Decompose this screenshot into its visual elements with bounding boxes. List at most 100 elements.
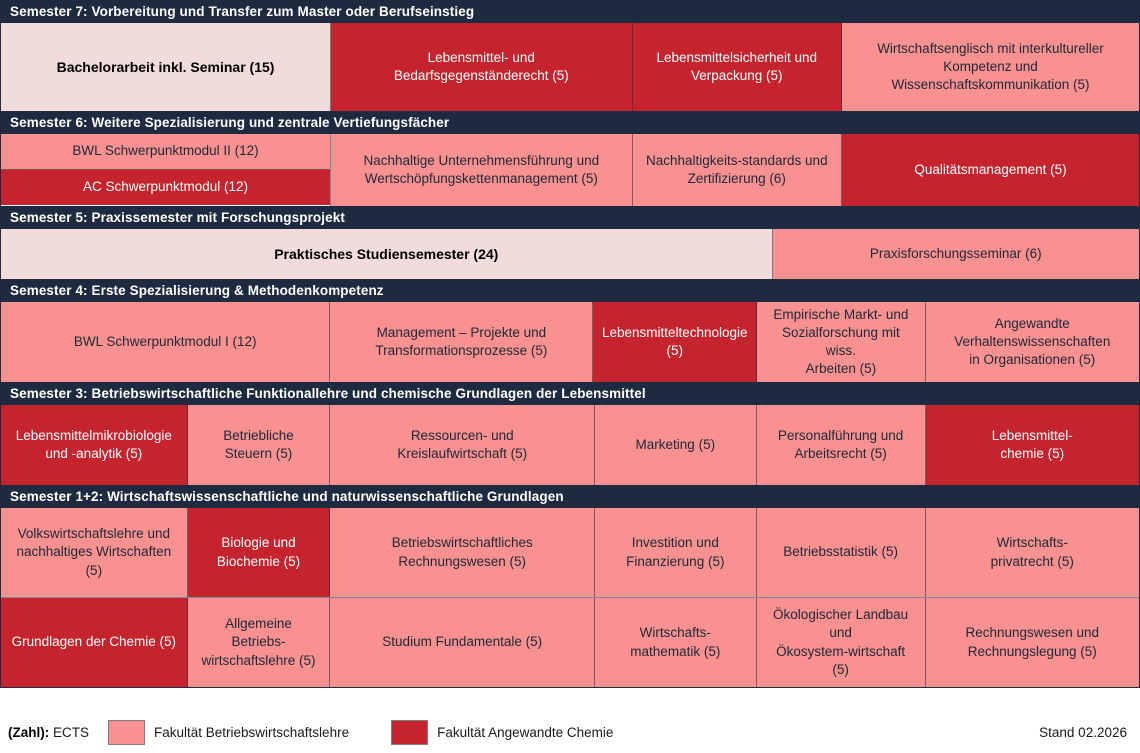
module-label: Lebensmittelmikrobiologie und -analytik … — [15, 427, 172, 461]
module-label: Empirische Markt- und Sozialforschung mi… — [773, 306, 909, 377]
module-label: Qualitätsmanagement (5) — [914, 161, 1067, 177]
module-cell: Angewandte Verhaltenswissenschaften in O… — [925, 302, 1139, 382]
module-label: Betriebliche Steuern (5) — [223, 427, 294, 461]
semester-5-header: Semester 5: Praxissemester mit Forschung… — [1, 206, 1139, 229]
ects-definition: ECTS — [53, 724, 90, 740]
module-label: BWL Schwerpunktmodul II (12) — [72, 143, 259, 159]
module-label: Ressourcen- und Kreislaufwirtschaft (5) — [397, 427, 528, 461]
module-label: Management – Projekte und Transformation… — [375, 324, 548, 358]
module-label: Lebensmittel- chemie (5) — [991, 427, 1073, 461]
module-cell: Wirtschafts- mathematik (5) — [595, 598, 757, 687]
module-cell: Betriebsstatistik (5) — [756, 508, 926, 597]
semester-6-title: Semester 6: Weitere Spezialisierung und … — [10, 115, 450, 130]
module-label: Wirtschaftsenglisch mit interkultureller… — [877, 40, 1104, 93]
module-label: Betriebswirtschaftliches Rechnungswesen … — [391, 535, 533, 569]
module-label: Lebensmittel- und Bedarfsgegenständerech… — [393, 49, 569, 83]
module-label: Nachhaltige Unternehmensführung und Wert… — [363, 152, 600, 186]
module-label: Marketing (5) — [635, 436, 716, 452]
module-cell: AC Schwerpunktmodul (12) — [1, 170, 331, 205]
module-label: Lebensmittelsicherheit und Verpackung (5… — [656, 49, 818, 83]
module-cell: BWL Schwerpunktmodul I (12) — [1, 302, 331, 382]
module-cell: Ressourcen- und Kreislaufwirtschaft (5) — [330, 405, 596, 485]
module-cell: Wirtschafts- privatrecht (5) — [925, 508, 1139, 597]
module-cell: Allgemeine Betriebs- wirtschaftslehre (5… — [187, 598, 331, 687]
module-cell: Rechnungswesen und Rechnungslegung (5) — [925, 598, 1139, 687]
module-label: Angewandte Verhaltenswissenschaften in O… — [954, 315, 1111, 368]
module-label: Investition und Finanzierung (5) — [626, 535, 725, 569]
semester-1-2-title: Semester 1+2: Wirtschaftswissenschaftlic… — [10, 489, 564, 504]
module-label: Praxisforschungsseminar (6) — [869, 245, 1042, 261]
module-cell: Lebensmittelsicherheit und Verpackung (5… — [632, 23, 842, 111]
semester-7-row: Bachelorarbeit inkl. Seminar (15) Lebens… — [1, 23, 1139, 111]
module-cell: Grundlagen der Chemie (5) — [1, 598, 188, 687]
module-cell: BWL Schwerpunktmodul II (12) — [1, 134, 331, 170]
module-cell: Lebensmitteltechnologie (5) — [593, 302, 758, 382]
module-cell: Volkswirtschaftslehre und nachhaltiges W… — [1, 508, 188, 597]
module-label: Rechnungswesen und Rechnungslegung (5) — [965, 625, 1100, 659]
module-cell: Studium Fundamentale (5) — [330, 598, 596, 687]
module-label: Nachhaltigkeits-standards und Zertifizie… — [645, 152, 828, 186]
module-cell: Biologie und Biochemie (5) — [187, 508, 331, 597]
module-cell: Wirtschaftsenglisch mit interkultureller… — [841, 23, 1139, 111]
legend-item-ac: Fakultät Angewandte Chemie — [391, 719, 614, 745]
semester-6-row: BWL Schwerpunktmodul II (12) AC Schwerpu… — [1, 134, 1139, 206]
legend-label-ac: Fakultät Angewandte Chemie — [437, 724, 614, 740]
module-cell: Betriebswirtschaftliches Rechnungswesen … — [330, 508, 596, 597]
module-cell: Praxisforschungsseminar (6) — [772, 229, 1139, 279]
module-cell: Nachhaltige Unternehmensführung und Wert… — [331, 134, 633, 206]
legend-swatch-bwl — [108, 719, 145, 745]
semester-3-row: Lebensmittelmikrobiologie und -analytik … — [1, 405, 1139, 485]
semester-7-header: Semester 7: Vorbereitung und Transfer zu… — [1, 0, 1139, 23]
semester-1-2-row-lower: Grundlagen der Chemie (5) Allgemeine Bet… — [1, 597, 1139, 687]
module-cell: Praktisches Studiensemester (24) — [1, 229, 773, 279]
module-cell: Bachelorarbeit inkl. Seminar (15) — [1, 23, 332, 111]
semester-4-header: Semester 4: Erste Spezialisierung & Meth… — [1, 279, 1139, 302]
module-cell: Lebensmittel- und Bedarfsgegenständerech… — [331, 23, 633, 111]
legend-item-bwl: Fakultät Betriebswirtschaftslehre — [108, 719, 350, 745]
semester-3-header: Semester 3: Betriebswirtschaftliche Funk… — [1, 382, 1139, 405]
module-label: Volkswirtschaftslehre und nachhaltiges W… — [16, 526, 172, 578]
module-label: AC Schwerpunktmodul (12) — [82, 179, 249, 195]
semester-3-title: Semester 3: Betriebswirtschaftliche Funk… — [10, 386, 646, 401]
module-label: Praktisches Studiensemester (24) — [274, 245, 499, 262]
module-label: Biologie und Biochemie (5) — [216, 535, 301, 569]
semester-6-header: Semester 6: Weitere Spezialisierung und … — [1, 111, 1139, 134]
module-label: BWL Schwerpunktmodul I (12) — [73, 333, 257, 349]
stand-date: Stand 02.2026 — [1039, 724, 1127, 740]
module-cell: Management – Projekte und Transformation… — [330, 302, 594, 382]
module-label: Betriebsstatistik (5) — [783, 544, 898, 560]
ects-note: (Zahl): ECTS — [8, 725, 108, 740]
module-cell: Nachhaltigkeits-standards und Zertifizie… — [632, 134, 842, 206]
module-cell: Lebensmittel- chemie (5) — [925, 405, 1139, 485]
module-label: Allgemeine Betriebs- wirtschaftslehre (5… — [201, 616, 316, 668]
module-cell: Qualitätsmanagement (5) — [841, 134, 1139, 206]
module-cell: Personalführung und Arbeitsrecht (5) — [756, 405, 926, 485]
module-stack: BWL Schwerpunktmodul II (12) AC Schwerpu… — [1, 134, 332, 206]
ects-term: (Zahl): — [8, 724, 50, 740]
semester-7-title: Semester 7: Vorbereitung und Transfer zu… — [10, 4, 475, 19]
module-cell: Ökologischer Landbau und Ökosystem-wirts… — [756, 598, 926, 687]
module-label: Personalführung und Arbeitsrecht (5) — [777, 427, 904, 461]
module-cell: Lebensmittelmikrobiologie und -analytik … — [1, 405, 188, 485]
curriculum-plan: Semester 7: Vorbereitung und Transfer zu… — [0, 0, 1140, 688]
module-label: Grundlagen der Chemie (5) — [11, 634, 176, 650]
legend-label-bwl: Fakultät Betriebswirtschaftslehre — [154, 724, 350, 740]
module-label: Ökologischer Landbau und Ökosystem-wirts… — [773, 607, 909, 677]
module-cell: Investition und Finanzierung (5) — [595, 508, 757, 597]
module-label: Wirtschafts- privatrecht (5) — [990, 535, 1074, 569]
semester-1-2-row-upper: Volkswirtschaftslehre und nachhaltiges W… — [1, 508, 1139, 597]
module-label: Bachelorarbeit inkl. Seminar (15) — [56, 58, 275, 75]
semester-5-title: Semester 5: Praxissemester mit Forschung… — [10, 210, 345, 225]
semester-4-title: Semester 4: Erste Spezialisierung & Meth… — [10, 283, 384, 298]
module-cell: Marketing (5) — [595, 405, 757, 485]
module-cell: Empirische Markt- und Sozialforschung mi… — [757, 302, 926, 382]
legend: (Zahl): ECTS Fakultät Betriebswirtschaft… — [0, 719, 1140, 745]
legend-swatch-ac — [391, 719, 429, 745]
semester-4-row: BWL Schwerpunktmodul I (12) Management –… — [1, 302, 1139, 382]
module-label: Wirtschafts- mathematik (5) — [630, 625, 721, 659]
module-label: Lebensmitteltechnologie (5) — [601, 324, 748, 358]
module-label: Studium Fundamentale (5) — [382, 634, 543, 650]
module-cell: Betriebliche Steuern (5) — [187, 405, 331, 485]
semester-1-2-header: Semester 1+2: Wirtschaftswissenschaftlic… — [1, 485, 1139, 508]
semester-5-row: Praktisches Studiensemester (24) Praxisf… — [1, 229, 1139, 279]
